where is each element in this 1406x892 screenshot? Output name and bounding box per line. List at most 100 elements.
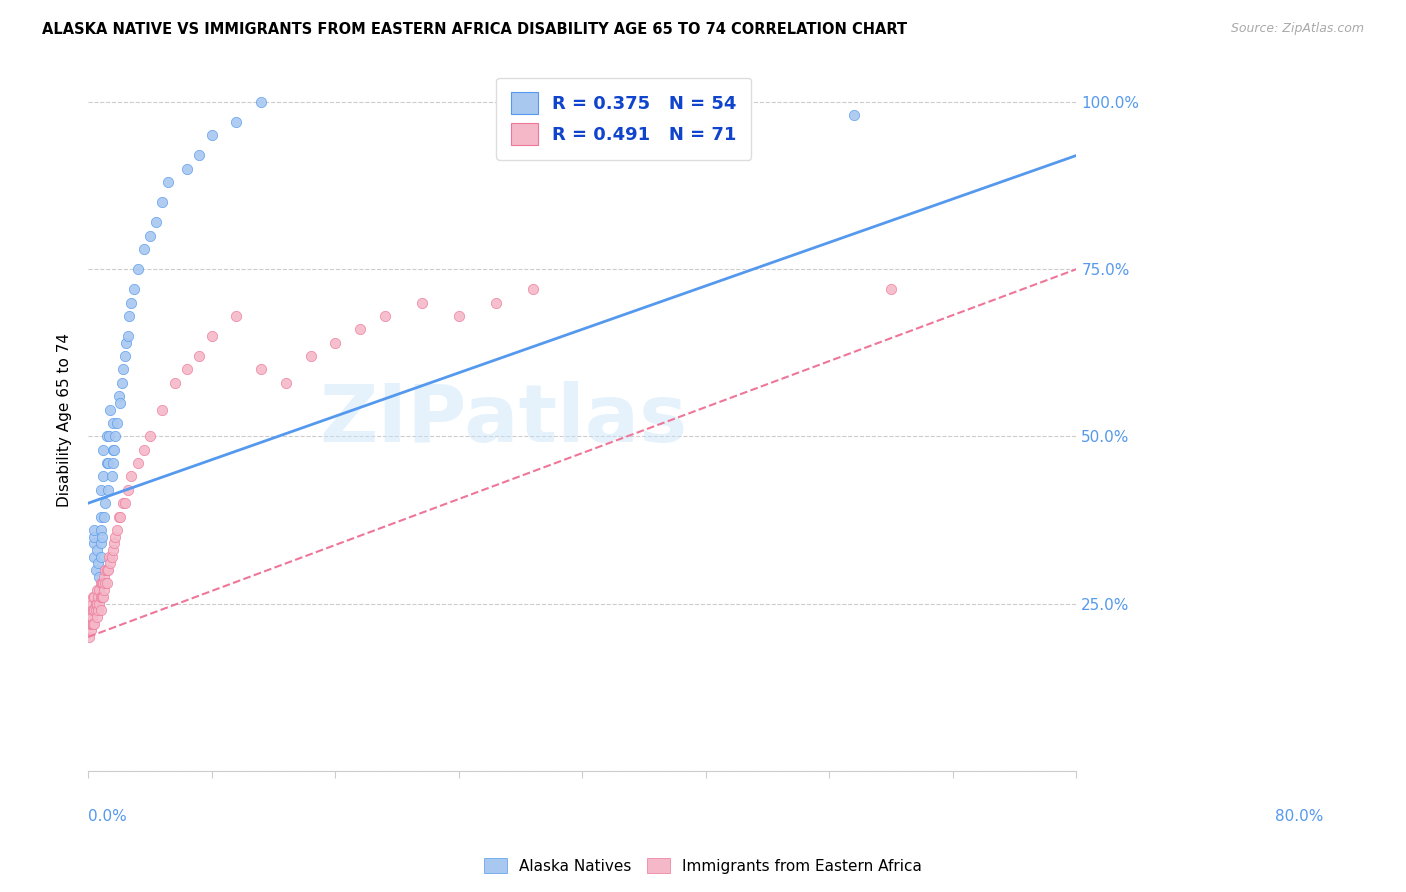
Point <box>114 496 136 510</box>
Point <box>104 429 127 443</box>
Point <box>89 583 111 598</box>
Point <box>79 616 101 631</box>
Point <box>842 108 865 122</box>
Point <box>83 536 105 550</box>
Point <box>82 616 104 631</box>
Point <box>101 442 124 457</box>
Point <box>880 282 903 296</box>
Point <box>250 362 273 376</box>
Point <box>79 603 101 617</box>
Point <box>101 416 124 430</box>
Point <box>89 597 111 611</box>
Text: ALASKA NATIVE VS IMMIGRANTS FROM EASTERN AFRICA DISABILITY AGE 65 TO 74 CORRELAT: ALASKA NATIVE VS IMMIGRANTS FROM EASTERN… <box>42 22 907 37</box>
Point <box>110 376 132 390</box>
Point <box>89 570 111 584</box>
Point <box>115 335 138 350</box>
Point <box>111 496 134 510</box>
Point <box>82 603 104 617</box>
Point <box>225 309 247 323</box>
Point <box>108 389 131 403</box>
Text: Source: ZipAtlas.com: Source: ZipAtlas.com <box>1230 22 1364 36</box>
Point <box>80 610 103 624</box>
Point <box>101 543 124 558</box>
Legend: Alaska Natives, Immigrants from Eastern Africa: Alaska Natives, Immigrants from Eastern … <box>478 852 928 880</box>
Point <box>87 603 110 617</box>
Point <box>89 523 111 537</box>
Point <box>91 576 114 591</box>
Point <box>120 295 142 310</box>
Point <box>94 576 117 591</box>
Point <box>79 630 101 644</box>
Point <box>86 543 108 558</box>
Point <box>89 576 111 591</box>
Point <box>90 576 112 591</box>
Point <box>97 563 120 577</box>
Point <box>274 376 297 390</box>
Point <box>411 295 433 310</box>
Point <box>105 416 128 430</box>
Point <box>127 262 149 277</box>
Point <box>89 549 111 564</box>
Point <box>96 456 118 470</box>
Point <box>89 590 111 604</box>
Point <box>122 282 145 296</box>
Point <box>96 563 118 577</box>
Point <box>111 362 134 376</box>
Y-axis label: Disability Age 65 to 74: Disability Age 65 to 74 <box>58 333 72 507</box>
Point <box>201 128 224 143</box>
Point <box>114 349 136 363</box>
Point <box>89 603 111 617</box>
Point <box>97 456 120 470</box>
Point <box>83 616 105 631</box>
Point <box>91 442 114 457</box>
Point <box>94 496 117 510</box>
Point <box>94 563 117 577</box>
Point <box>188 349 211 363</box>
Point <box>323 335 346 350</box>
Point <box>82 590 104 604</box>
Point <box>176 362 198 376</box>
Point <box>139 228 162 243</box>
Point <box>84 563 107 577</box>
Point <box>349 322 371 336</box>
Point <box>87 557 110 571</box>
Point <box>86 610 108 624</box>
Point <box>96 429 118 443</box>
Point <box>98 429 121 443</box>
Point <box>250 95 273 109</box>
Point <box>145 215 167 229</box>
Point <box>139 429 162 443</box>
Point <box>101 456 124 470</box>
Point <box>201 329 224 343</box>
Point <box>96 576 118 591</box>
Point <box>105 523 128 537</box>
Text: 80.0%: 80.0% <box>1275 809 1323 824</box>
Point <box>157 175 180 189</box>
Point <box>87 590 110 604</box>
Point <box>163 376 186 390</box>
Point <box>100 402 122 417</box>
Point <box>79 624 101 638</box>
Point <box>188 148 211 162</box>
Point <box>127 456 149 470</box>
Point <box>120 469 142 483</box>
Point <box>83 530 105 544</box>
Point <box>86 583 108 598</box>
Point <box>83 523 105 537</box>
Point <box>77 616 100 631</box>
Legend: R = 0.375   N = 54, R = 0.491   N = 71: R = 0.375 N = 54, R = 0.491 N = 71 <box>496 78 751 160</box>
Point <box>80 597 103 611</box>
Point <box>225 115 247 129</box>
Point <box>93 570 115 584</box>
Point <box>89 483 111 497</box>
Point <box>98 549 121 564</box>
Text: 0.0%: 0.0% <box>89 809 127 824</box>
Point <box>104 530 127 544</box>
Point <box>522 282 544 296</box>
Point <box>89 536 111 550</box>
Point <box>110 509 132 524</box>
Point <box>110 396 132 410</box>
Point <box>485 295 508 310</box>
Point <box>103 536 125 550</box>
Point <box>100 469 122 483</box>
